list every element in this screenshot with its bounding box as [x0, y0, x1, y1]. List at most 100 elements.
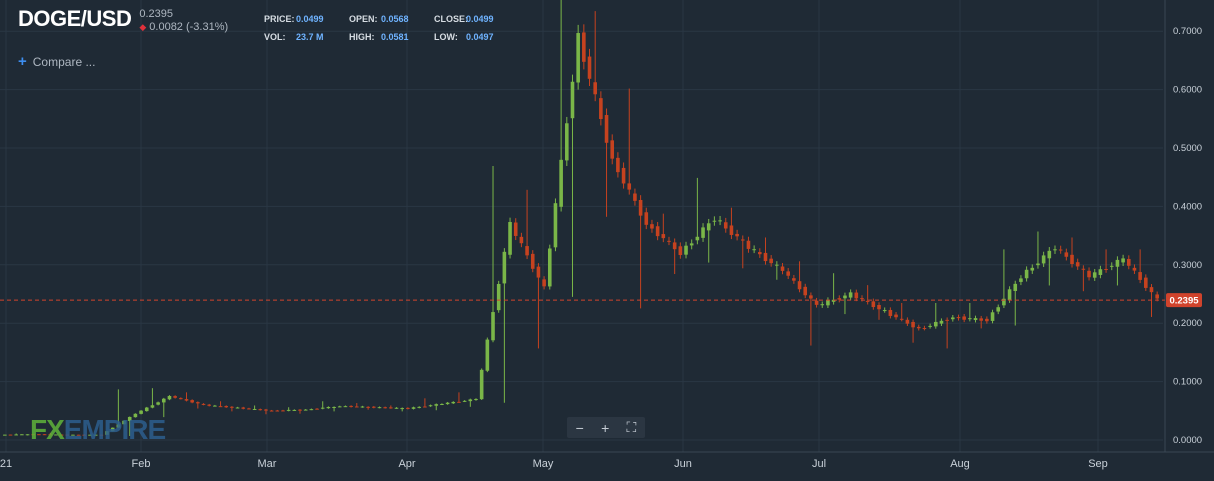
candle-body: [985, 318, 989, 322]
compare-label: Compare ...: [32, 55, 96, 69]
candle-body: [735, 233, 739, 237]
x-tick-label: May: [533, 458, 554, 470]
zoom-out-button[interactable]: −: [575, 419, 584, 436]
chart-header: DOGE/USD 0.2395 ◆ 0.0082 (-3.31%): [18, 6, 228, 34]
candle-body: [661, 234, 666, 239]
candle-body: [349, 405, 353, 407]
last-price: 0.2395: [139, 8, 174, 20]
candle-body: [1041, 255, 1046, 264]
candle-body: [88, 434, 92, 436]
candle-body: [916, 326, 921, 329]
fullscreen-button[interactable]: ⛶: [626, 419, 637, 435]
x-tick-label: Jun: [674, 458, 692, 470]
y-tick-label: 0.0000: [1173, 435, 1202, 446]
candle-body: [179, 398, 183, 400]
candle-body: [354, 406, 359, 408]
candle-body: [127, 416, 132, 421]
candle-body: [337, 406, 342, 408]
stat-vol-label: VOL:: [264, 32, 286, 42]
stat-price-value: 0.0499: [296, 14, 324, 24]
candle-body: [156, 402, 160, 405]
candle-body: [411, 407, 416, 409]
candle-body: [230, 406, 234, 408]
candle-body: [474, 399, 478, 401]
stat-high-value: 0.0581: [381, 32, 409, 42]
candle-body: [207, 404, 211, 406]
candle-body: [440, 404, 444, 406]
candle-body: [457, 401, 461, 403]
candle-body: [888, 309, 893, 316]
candle-body: [922, 328, 927, 330]
price-change: 0.0082 (-3.31%): [149, 21, 229, 33]
candle-body: [383, 407, 387, 409]
candle-body: [1064, 252, 1069, 257]
candle-body: [655, 226, 660, 237]
candle-body: [678, 246, 683, 256]
candle-body: [701, 227, 705, 238]
candle-body: [582, 32, 586, 62]
candle-body: [990, 312, 995, 321]
candle-body: [65, 434, 70, 436]
candle-body: [502, 251, 507, 284]
zoom-in-button[interactable]: +: [601, 419, 610, 436]
candle-body: [865, 300, 870, 302]
candle-body: [797, 281, 802, 290]
candle-body: [786, 271, 790, 276]
zoom-controls: − + ⛶: [567, 417, 645, 438]
candle-body: [281, 410, 285, 412]
candle-body: [667, 240, 671, 242]
candle-body: [1149, 287, 1154, 293]
candle-body: [945, 319, 949, 321]
candle-body: [627, 183, 632, 190]
candle-body: [740, 239, 745, 241]
candle-body: [996, 307, 1001, 312]
candle-body: [951, 317, 955, 320]
candle-body: [695, 236, 700, 241]
compare-button[interactable]: + Compare ...: [18, 53, 95, 70]
candle-body: [644, 212, 649, 225]
candle-body: [37, 434, 41, 436]
stat-low-value: 0.0497: [466, 32, 494, 42]
candle-body: [144, 407, 149, 412]
candle-body: [1030, 267, 1035, 271]
current-price-badge: [1166, 293, 1202, 308]
candle-body: [491, 312, 495, 341]
x-tick-label: Jul: [812, 458, 826, 470]
candle-body: [1138, 272, 1142, 280]
candle-body: [928, 325, 932, 327]
candle-body: [264, 409, 268, 411]
candle-body: [235, 407, 240, 409]
candle-body: [814, 300, 819, 305]
candle-body: [831, 299, 836, 302]
candle-body: [59, 434, 64, 436]
candle-body: [956, 317, 961, 319]
candle-body: [105, 431, 109, 435]
candle-body: [933, 321, 938, 327]
candle-body: [1007, 289, 1012, 301]
candle-body: [14, 434, 18, 436]
plus-icon: +: [18, 53, 27, 70]
candle-body: [1013, 283, 1018, 292]
candle-body: [25, 434, 30, 436]
candle-body: [133, 413, 138, 418]
candle-body: [706, 223, 711, 231]
candle-body: [224, 406, 229, 408]
candle-body: [775, 264, 779, 266]
candle-body: [1002, 298, 1006, 306]
candle-body: [570, 81, 575, 119]
candle-body: [1070, 254, 1074, 265]
candle-body: [905, 319, 910, 324]
candle-body: [1092, 272, 1097, 278]
candle-body: [752, 249, 756, 251]
candle-body: [286, 409, 291, 411]
x-tick-label: Mar: [258, 458, 277, 470]
candle-body: [434, 404, 439, 406]
down-triangle-icon: ◆: [139, 22, 147, 32]
stat-price-label: PRICE:: [264, 14, 295, 24]
candle-body: [423, 406, 427, 408]
candle-body: [746, 240, 751, 249]
candle-body: [31, 434, 36, 436]
candle-body: [116, 424, 121, 428]
candle-body: [718, 220, 722, 222]
